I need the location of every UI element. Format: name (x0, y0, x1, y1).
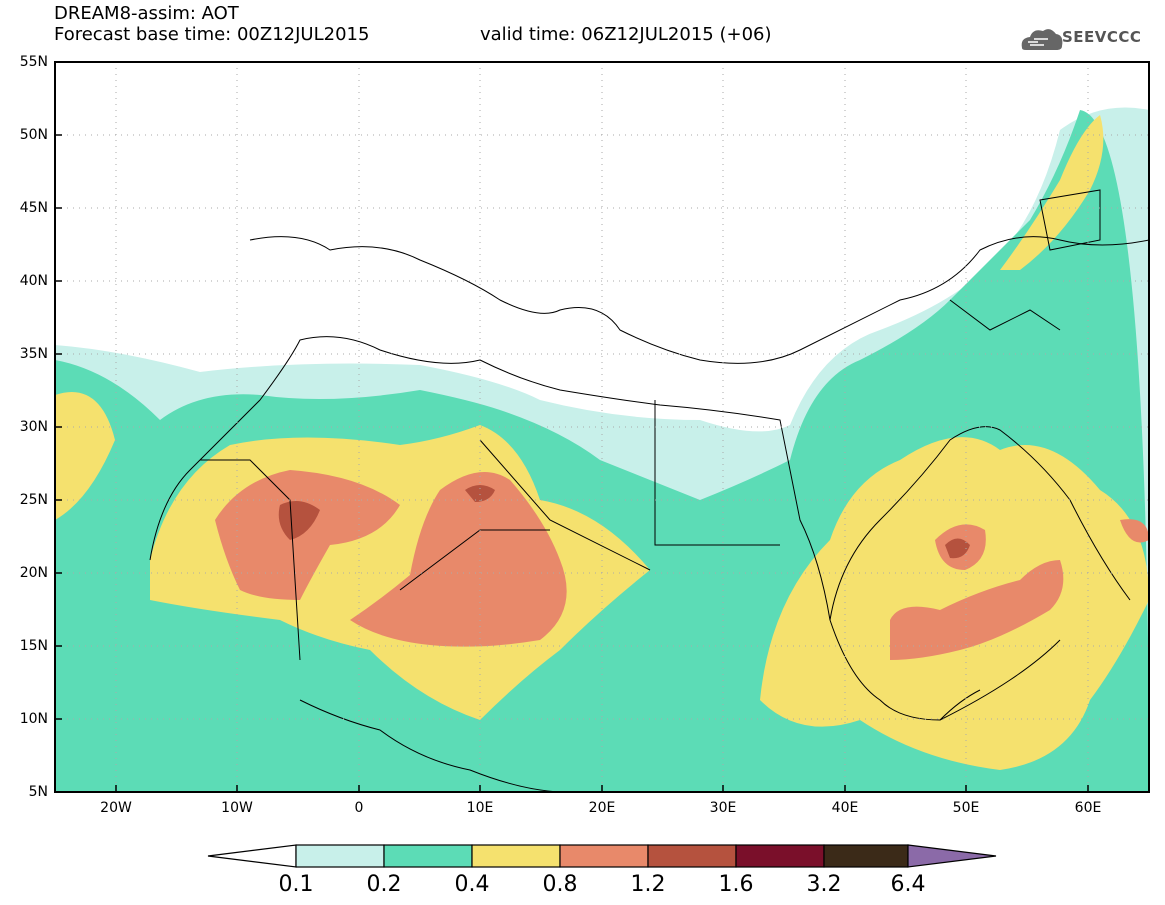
coastlines (149, 189, 1149, 792)
lat-label: 55N (19, 54, 48, 70)
colorbar-low-arrow (207, 844, 297, 868)
colorbar-bin-4 (559, 844, 649, 868)
lat-label: 10N (19, 711, 48, 727)
axis-ticks (55, 134, 1089, 792)
lat-label: 25N (19, 492, 48, 508)
colorbar (207, 844, 997, 868)
lon-label: 20W (100, 800, 132, 816)
lon-label: 60E (1074, 800, 1102, 816)
lat-label: 5N (28, 784, 48, 800)
aot-contour-0.8 (215, 470, 1149, 660)
colorbar-bin-3 (471, 844, 561, 868)
valid-time: valid time: 06Z12JUL2015 (+06) (480, 24, 772, 45)
lon-label: 30E (709, 800, 737, 816)
colorbar-label: 0.8 (542, 872, 578, 897)
lat-label: 30N (19, 419, 48, 435)
colorbar-bin-5 (647, 844, 737, 868)
lat-label: 20N (19, 565, 48, 581)
aot-field (55, 62, 1149, 792)
lat-label: 45N (19, 200, 48, 216)
graticule (55, 62, 1149, 792)
lon-label: 20E (588, 800, 616, 816)
logo-text: SEEVCCC (1062, 28, 1142, 46)
lat-label: 35N (19, 346, 48, 362)
colorbar-label: 1.6 (718, 872, 754, 897)
colorbar-label: 3.2 (806, 872, 842, 897)
colorbar-bin-2 (383, 844, 473, 868)
colorbar-label: 1.2 (630, 872, 666, 897)
forecast-base-time: Forecast base time: 00Z12JUL2015 (54, 24, 370, 45)
map-title: DREAM8-assim: AOT (54, 3, 239, 24)
lon-label: 40E (831, 800, 859, 816)
colorbar-label: 0.2 (366, 872, 402, 897)
colorbar-bin-7 (823, 844, 909, 868)
lon-label: 10W (221, 800, 253, 816)
seevccc-logo-icon (1021, 29, 1063, 50)
lat-label: 15N (19, 638, 48, 654)
lon-label: 50E (952, 800, 980, 816)
aot-contour-0.4 (55, 115, 1149, 770)
colorbar-bin-1 (295, 844, 385, 868)
colorbar-bin-6 (735, 844, 825, 868)
lat-label: 50N (19, 127, 48, 143)
lon-label: 10E (466, 800, 494, 816)
colorbar-label: 0.4 (454, 872, 490, 897)
lat-label: 40N (19, 273, 48, 289)
colorbar-label: 0.1 (278, 872, 314, 897)
colorbar-label: 6.4 (890, 872, 926, 897)
colorbar-high-arrow (907, 844, 997, 868)
lon-label: 0 (354, 800, 364, 816)
